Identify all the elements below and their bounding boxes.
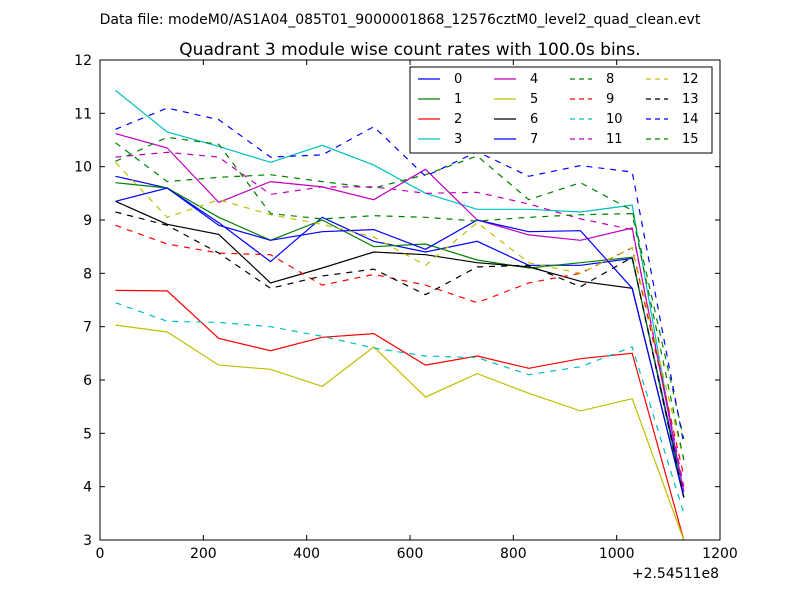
y-tick-label: 12 [74, 53, 92, 69]
legend-box [409, 66, 713, 154]
x-tick-label: 800 [500, 546, 527, 562]
legend-label-13: 13 [682, 92, 699, 107]
y-tick-label: 5 [83, 426, 92, 442]
legend-label-1: 1 [454, 92, 462, 107]
legend-label-4: 4 [530, 72, 538, 87]
series-line-5 [115, 324, 685, 541]
x-tick-label: 400 [293, 546, 320, 562]
x-tick-label: 600 [397, 546, 424, 562]
x-tick-label: 0 [96, 546, 105, 562]
series-line-14 [115, 107, 685, 445]
plot-frame [99, 59, 721, 541]
y-tick-label: 7 [83, 320, 92, 336]
series-layer [115, 89, 685, 541]
y-tick-label: 10 [74, 160, 92, 176]
x-offset-label: +2.54511e8 [632, 566, 719, 582]
series-line-1 [115, 182, 685, 498]
legend-label-11: 11 [606, 132, 623, 147]
series-line-6 [115, 200, 685, 498]
x-tick-label: 200 [190, 546, 217, 562]
y-tick-label: 6 [83, 373, 92, 389]
x-tick-label: 1000 [599, 546, 635, 562]
y-tick-label: 11 [74, 106, 92, 122]
series-line-2 [115, 289, 685, 541]
y-tick-label: 8 [83, 266, 92, 282]
chart-title: Quadrant 3 module wise count rates with … [179, 40, 640, 60]
x-tick-label: 1200 [702, 546, 738, 562]
y-tick-label: 3 [83, 533, 92, 549]
y-tick-label: 9 [83, 213, 92, 229]
legend-label-5: 5 [530, 92, 538, 107]
series-line-4 [115, 133, 685, 493]
series-line-15 [115, 136, 685, 461]
series-line-0 [115, 175, 685, 493]
chart-suptitle: Data file: modeM0/AS1A04_085T01_90000018… [100, 12, 701, 28]
series-line-10 [115, 302, 685, 514]
legend-label-7: 7 [530, 132, 538, 147]
legend-label-8: 8 [606, 72, 614, 87]
series-line-3 [115, 89, 685, 498]
legend-label-2: 2 [454, 112, 462, 127]
legend-label-15: 15 [682, 132, 699, 147]
y-tick-label: 4 [83, 480, 92, 496]
legend-label-9: 9 [606, 92, 614, 107]
legend-label-0: 0 [454, 72, 462, 87]
legend-label-14: 14 [682, 112, 699, 127]
series-line-12 [115, 161, 685, 461]
legend-label-3: 3 [454, 132, 462, 147]
legend-label-12: 12 [682, 72, 699, 87]
legend-label-6: 6 [530, 112, 538, 127]
legend-label-10: 10 [606, 112, 623, 127]
series-line-7 [115, 187, 685, 498]
